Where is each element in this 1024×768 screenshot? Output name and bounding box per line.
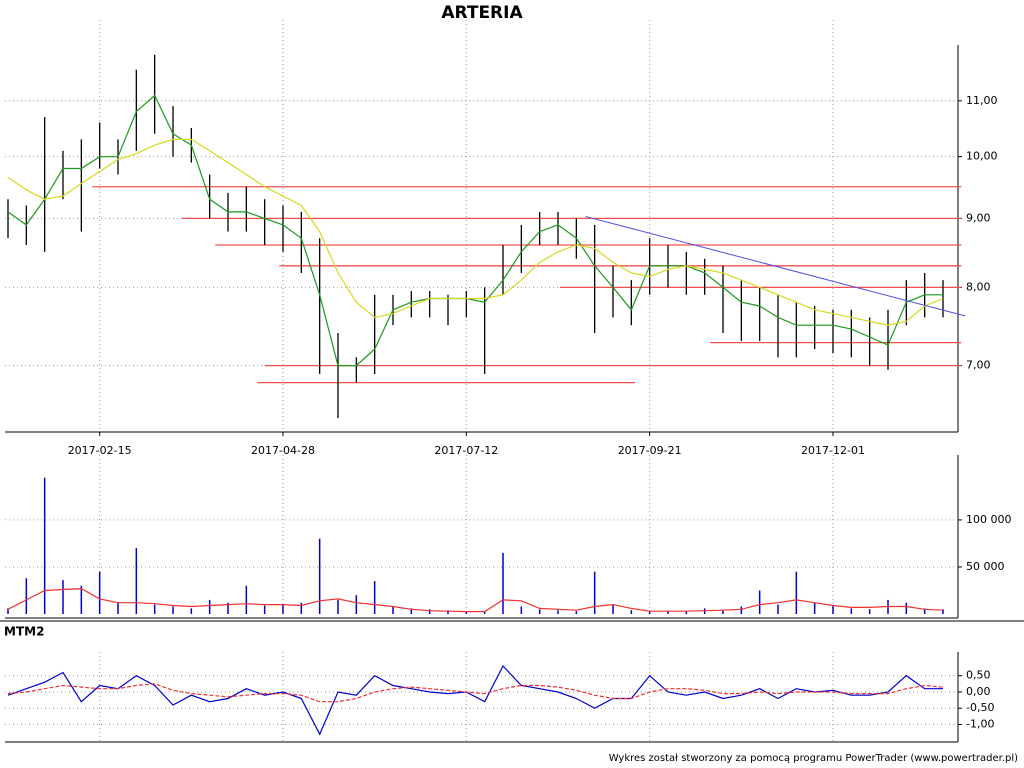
footer: Wykres został stworzony za pomocą progra…: [609, 753, 1018, 764]
y-tick-label: 0,00: [966, 685, 991, 698]
y-tick-label: 8,00: [966, 280, 991, 293]
y-tick-label: 11,00: [966, 94, 998, 107]
indicator-line: [7, 664, 943, 736]
y-tick-label: 50 000: [966, 560, 1005, 573]
trend-line: [585, 215, 966, 317]
y-tick-label: 7,00: [966, 359, 991, 372]
indicator-line: [7, 683, 944, 703]
y-tick-label: 10,00: [966, 150, 998, 163]
y-tick-label: 0,50: [966, 669, 991, 682]
panel-title: MTM2: [4, 625, 44, 639]
y-tick-label: -1,00: [966, 717, 994, 730]
x-tick-label: 2017-12-01: [801, 444, 865, 457]
x-tick-label: 2017-09-21: [618, 444, 682, 457]
moving-average: [7, 138, 944, 326]
x-tick-label: 2017-04-28: [251, 444, 315, 457]
y-tick-label: 9,00: [966, 211, 991, 224]
y-tick-label: -0,50: [966, 701, 994, 714]
x-tick-label: 2017-07-12: [434, 444, 498, 457]
volume-average: [7, 587, 944, 613]
y-tick-label: 100 000: [966, 513, 1012, 526]
x-tick-label: 2017-02-15: [68, 444, 132, 457]
chart-title: ARTERIA: [441, 3, 523, 23]
moving-average: [7, 94, 943, 367]
